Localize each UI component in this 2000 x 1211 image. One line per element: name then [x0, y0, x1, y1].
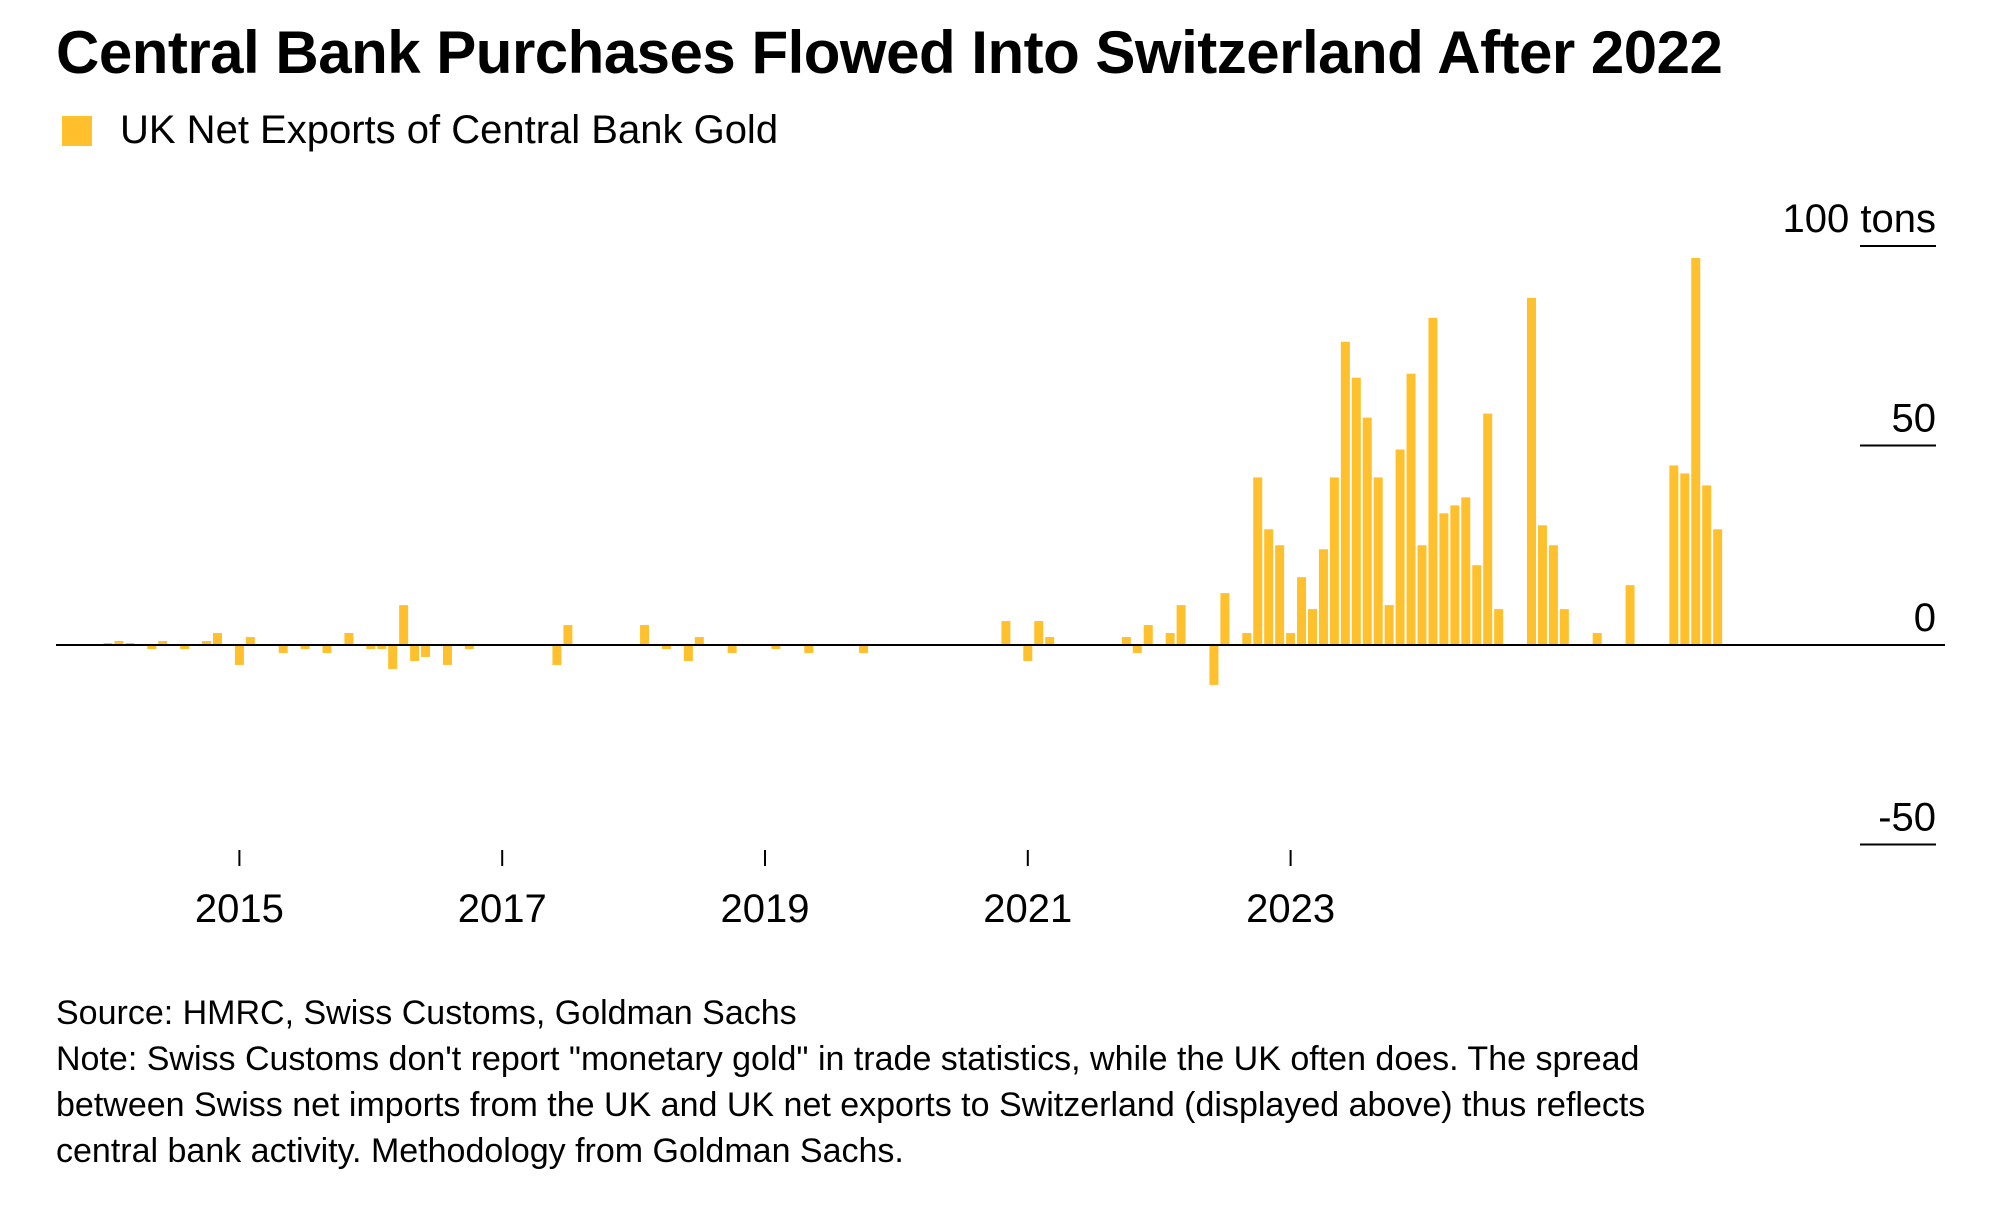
bar [1308, 609, 1317, 645]
bar [442, 645, 452, 665]
note-line-1: Note: Swiss Customs don't report "moneta… [56, 1040, 1640, 1078]
bar [1395, 449, 1405, 645]
bar [1329, 477, 1339, 645]
bar [421, 645, 431, 657]
bar [1428, 317, 1438, 645]
bar [1625, 585, 1635, 645]
bar [1351, 377, 1361, 645]
bar [114, 641, 124, 645]
bar [1275, 545, 1285, 645]
bar [1023, 645, 1033, 661]
bar [1559, 609, 1569, 645]
bar [1669, 465, 1679, 645]
bar [366, 645, 376, 649]
bar [1220, 593, 1230, 645]
bar [410, 645, 420, 661]
bar [1384, 605, 1394, 645]
bar [640, 625, 650, 645]
bar [300, 645, 310, 649]
bar [278, 645, 288, 653]
bar [213, 633, 222, 645]
bar [344, 633, 354, 645]
bars [103, 257, 1723, 685]
bar [1406, 373, 1416, 645]
bar [1340, 341, 1350, 645]
bar [1494, 609, 1504, 645]
bar [1045, 637, 1055, 645]
bar [1286, 633, 1296, 645]
bar [1702, 485, 1712, 645]
bar [1176, 605, 1186, 645]
bar [1483, 413, 1493, 645]
bar [727, 645, 737, 653]
bar [1362, 417, 1372, 645]
bar [1461, 497, 1471, 645]
bar-chart: 100 tons 50 0 -50 2015 2017 2019 2021 2023 [56, 197, 1945, 931]
y-tick-label: 100 tons [1783, 197, 1936, 241]
bar [1680, 473, 1690, 645]
chart-title: Central Bank Purchases Flowed Into Switz… [56, 19, 1723, 86]
bar [1537, 525, 1547, 645]
bar [464, 645, 474, 649]
bar [399, 605, 409, 645]
bar [804, 645, 814, 653]
bar [245, 637, 255, 645]
axes: 2015 2017 2019 2021 2023 [56, 644, 1945, 931]
bar [322, 645, 332, 653]
y-tick-label: 0 [1914, 596, 1936, 640]
y-tick-label: 50 [1892, 397, 1937, 441]
bar [1132, 645, 1142, 653]
bar [202, 641, 212, 645]
bar [1548, 545, 1558, 645]
bar [1297, 577, 1307, 645]
bar [234, 645, 244, 665]
bar [771, 645, 781, 649]
bar [683, 645, 693, 661]
bar [552, 645, 562, 665]
bar [694, 637, 704, 645]
x-tick-label: 2015 [195, 887, 284, 931]
bar [1034, 621, 1044, 645]
y-gridlines: 100 tons 50 0 -50 [1783, 197, 1937, 846]
bar [1242, 633, 1252, 645]
x-tick-label: 2019 [721, 887, 810, 931]
bar [1318, 549, 1328, 645]
bar [1253, 477, 1263, 645]
bar [1417, 545, 1427, 645]
footnotes: Source: HMRC, Swiss Customs, Goldman Sac… [56, 990, 1956, 1174]
legend-swatch [62, 115, 92, 146]
source-text: Source: HMRC, Swiss Customs, Goldman Sac… [56, 994, 797, 1032]
bar [1592, 633, 1602, 645]
bar [180, 645, 190, 649]
bar [1165, 633, 1175, 645]
bar [1472, 565, 1482, 645]
legend-label: UK Net Exports of Central Bank Gold [120, 108, 779, 152]
bar [388, 645, 398, 669]
bar [661, 645, 671, 649]
note-line-2: between Swiss net imports from the UK an… [56, 1086, 1646, 1124]
legend: UK Net Exports of Central Bank Gold [62, 108, 778, 153]
bar [147, 645, 157, 649]
bar [1264, 529, 1274, 645]
bar [859, 645, 869, 653]
bar [1527, 297, 1536, 645]
note-line-3: central bank activity. Methodology from … [56, 1132, 904, 1170]
x-tick-label: 2023 [1246, 887, 1335, 931]
x-tick-label: 2017 [458, 887, 547, 931]
bar [1373, 477, 1383, 645]
bar [1209, 645, 1219, 685]
bar [1439, 513, 1449, 645]
bar [563, 625, 573, 645]
bar [1001, 621, 1011, 645]
bar [1713, 529, 1723, 645]
x-tick-label: 2021 [983, 887, 1072, 931]
bar [377, 645, 387, 649]
y-tick-label: -50 [1878, 796, 1936, 840]
bar [1691, 257, 1701, 645]
bar [1121, 637, 1131, 645]
bar [1450, 505, 1460, 645]
bar [158, 641, 168, 645]
bar [1143, 625, 1153, 645]
